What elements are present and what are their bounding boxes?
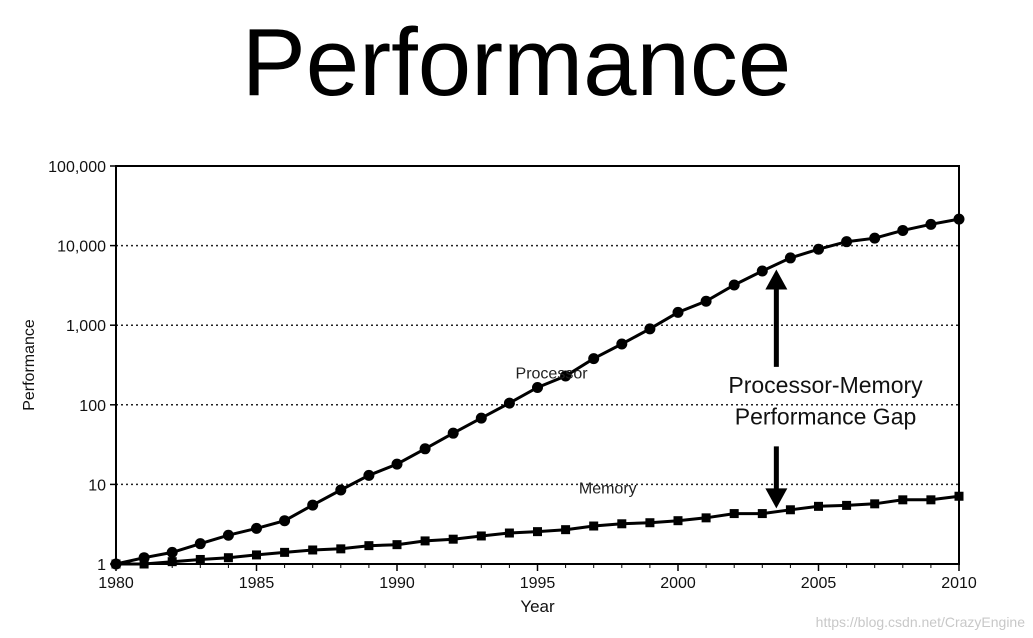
x-tick-label: 1980 [98,575,134,592]
processor-data-point [728,279,740,291]
processor-data-point [672,306,684,318]
memory-data-point [308,545,318,555]
gap-annotation-line-2: Performance Gap [735,403,917,429]
memory-data-point [870,499,880,509]
processor-data-point [560,370,572,382]
processor-data-point [307,499,319,511]
memory-data-point [842,500,852,510]
y-tick-label: 1,000 [66,318,106,335]
y-axis-label: Performance [21,319,38,411]
processor-data-point [363,469,375,481]
memory-series-label: Memory [579,480,637,497]
series-layer [110,213,965,570]
processor-data-point [897,224,909,236]
memory-data-point [645,518,655,528]
processor-data-point [953,213,965,225]
processor-data-point [532,381,543,393]
processor-data-point [251,522,262,534]
processor-data-point [841,236,853,248]
memory-data-point [561,525,571,535]
memory-data-point [167,557,177,567]
y-tick-label: 100 [79,398,106,415]
memory-data-point [252,550,261,560]
memory-data-point [504,528,514,538]
x-tick-label: 1985 [239,575,275,592]
memory-data-point [364,541,374,551]
processor-data-point [756,265,768,277]
processor-data-point [644,323,656,335]
processor-data-point [391,458,403,470]
memory-data-point [673,516,683,526]
gap-annotation-line-1: Processor-Memory [728,372,923,398]
memory-data-point [617,519,627,529]
memory-data-point [139,559,149,569]
memory-data-point [533,527,542,537]
processor-data-point [784,252,796,264]
processor-data-point [503,397,515,409]
memory-data-point [785,505,795,515]
watermark-text: https://blog.csdn.net/CrazyEngine [815,614,1025,630]
gap-arrowhead-down [765,488,788,509]
gap-arrowhead-up [765,269,788,290]
memory-data-point [954,491,964,501]
x-tick-label: 2005 [801,575,837,592]
processor-data-point [925,218,937,230]
processor-data-point [813,243,824,255]
memory-data-point [926,495,936,505]
memory-data-point [448,534,458,544]
memory-data-point [420,536,430,546]
memory-data-point [814,501,823,511]
y-tick-label: 1 [97,557,106,574]
processor-data-point [616,338,628,350]
y-axis: 1 10 100 1,000 10,000 100,000 [48,159,116,574]
processor-data-point [869,232,881,244]
processor-data-point [194,538,206,550]
memory-data-point [757,509,767,519]
memory-data-point [701,513,711,523]
processor-data-point [335,484,347,496]
y-tick-label: 100,000 [48,159,106,176]
x-tick-label: 2010 [941,575,977,592]
x-tick-label: 1995 [520,575,556,592]
memory-data-point [392,540,402,550]
memory-data-point [898,495,908,505]
processor-data-point [700,295,712,307]
processor-data-point [419,443,431,455]
slide-title: Performance [241,9,792,116]
grid-lines [116,244,959,486]
y-tick-label: 10,000 [57,239,106,256]
memory-data-point [111,559,121,569]
memory-data-point [280,547,290,557]
processor-series-label: Processor [516,365,589,382]
memory-data-point [336,544,346,554]
processor-data-point [279,515,291,527]
x-tick-label: 2000 [660,575,696,592]
processor-data-point [588,353,600,365]
processor-data-point [475,412,487,424]
annotations: Processor-Memory Performance Gap Processor… [516,365,924,497]
memory-data-point [195,554,205,564]
gap-arrow [765,269,788,509]
y-tick-label: 10 [88,477,106,494]
memory-data-point [589,521,599,531]
processor-data-point [166,546,178,558]
processor-data-point [222,529,234,541]
memory-data-point [729,509,739,519]
x-axis: 1980 1985 1990 1995 2000 2005 2010 [98,564,977,592]
x-axis-label: Year [520,597,555,616]
x-tick-label: 1990 [379,575,415,592]
memory-data-point [223,553,233,563]
memory-data-point [476,531,486,541]
processor-data-point [447,427,459,439]
